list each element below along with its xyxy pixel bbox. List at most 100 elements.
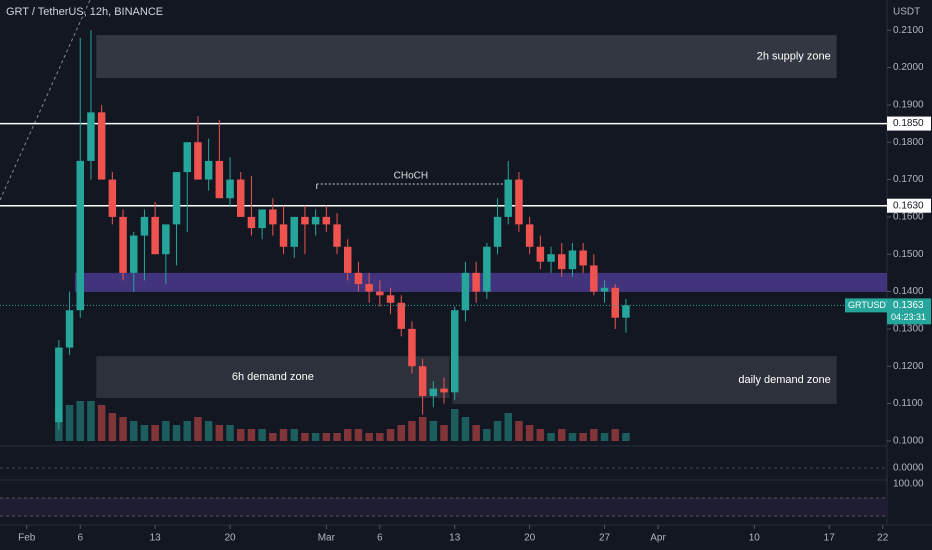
volume-bar <box>119 417 127 441</box>
volume-bar <box>557 429 566 441</box>
y-tick-label: 0.1300 <box>893 324 924 335</box>
volume-bar <box>140 425 149 441</box>
volume-bar <box>579 433 587 441</box>
zone <box>96 35 837 79</box>
candle-body <box>376 291 384 296</box>
candle-body <box>215 160 224 199</box>
volume-bar <box>525 425 534 441</box>
y-tick-label: 0.2100 <box>893 25 924 36</box>
y-tick-label: 0.2000 <box>893 62 924 73</box>
candle-body <box>333 224 341 247</box>
volume-bar <box>311 433 320 441</box>
y-tick-label: 0.1200 <box>893 361 924 372</box>
level-label: 0.1850 <box>893 118 924 129</box>
candle-body <box>579 250 587 266</box>
chart-title: GRT / TetherUS, 12h, BINANCE <box>6 6 163 18</box>
x-tick-label: 20 <box>224 533 236 544</box>
candle-body <box>258 209 266 229</box>
volume-bar <box>247 429 256 441</box>
volume-bar <box>215 425 224 441</box>
volume-bar <box>418 417 427 441</box>
candle-body <box>397 302 405 329</box>
candle-body <box>408 328 416 367</box>
volume-bar <box>343 429 352 441</box>
volume-bar <box>87 401 95 441</box>
macd-label: 0.0000 <box>893 463 924 474</box>
zone-label: 2h supply zone <box>757 50 831 62</box>
volume-bar <box>65 405 74 441</box>
volume-bar <box>397 425 405 441</box>
y-tick-label: 0.1500 <box>893 249 924 260</box>
x-tick-label: 6 <box>77 533 83 544</box>
y-tick-label: 0.1700 <box>893 174 924 185</box>
price-box <box>887 298 931 325</box>
volume-bar <box>194 417 202 441</box>
candle-body <box>108 179 117 217</box>
x-tick-label: 27 <box>599 533 611 544</box>
candle-body <box>472 272 480 292</box>
volume-bar <box>365 433 373 441</box>
rsi-band <box>0 498 887 516</box>
volume-bar <box>536 429 545 441</box>
candle-body <box>322 216 331 225</box>
candle-body <box>76 160 84 311</box>
candle-body <box>140 216 149 236</box>
candle-body <box>590 265 598 292</box>
level-label-box <box>887 116 931 131</box>
volume-bar <box>590 429 598 441</box>
candle-body <box>204 160 213 180</box>
volume-bar <box>172 425 181 441</box>
countdown: 04:23:31 <box>891 312 926 322</box>
volume-bar <box>472 425 480 441</box>
volume-bar <box>108 413 117 441</box>
volume-bar <box>279 429 288 441</box>
y-axis-label: USDT <box>893 7 920 18</box>
candle-body <box>504 179 512 217</box>
volume-bar <box>461 417 470 441</box>
x-tick-label: Feb <box>18 533 36 544</box>
candle-body <box>622 305 630 318</box>
volume-bar <box>376 433 384 441</box>
y-tick-label: 0.1000 <box>893 436 924 447</box>
volume-bar <box>162 421 170 441</box>
candle-body <box>172 172 181 225</box>
y-tick-label: 0.1900 <box>893 100 924 111</box>
volume-bar <box>622 433 630 441</box>
candle-body <box>97 112 106 180</box>
candle-body <box>119 216 127 273</box>
x-tick-label: Mar <box>318 533 336 544</box>
x-tick-label: 6 <box>377 533 383 544</box>
volume-bar <box>183 421 191 441</box>
x-tick-label: 17 <box>824 533 836 544</box>
candle-body <box>301 216 309 225</box>
candle-body <box>151 216 159 255</box>
candle-body <box>87 112 95 161</box>
y-tick-label: 0.1600 <box>893 212 924 223</box>
level-label-box <box>887 198 931 213</box>
candle-body <box>547 254 555 262</box>
x-tick-label: 13 <box>150 533 162 544</box>
candle-body <box>194 142 202 180</box>
volume-bar <box>450 409 459 441</box>
volume-bar <box>354 429 363 441</box>
symbol-box <box>845 298 887 313</box>
candle-body <box>290 216 298 247</box>
candle-body <box>525 224 534 247</box>
x-tick-label: Apr <box>650 533 666 544</box>
volume-bar <box>130 421 138 441</box>
volume-bar <box>76 401 84 441</box>
zone <box>452 356 837 404</box>
zone-label: 6h demand zone <box>232 371 314 383</box>
volume-bar <box>600 433 609 441</box>
volume-bar <box>226 425 234 441</box>
candle-body <box>226 179 234 199</box>
volume-bar <box>97 405 106 441</box>
candle-body <box>418 366 427 397</box>
candle-body <box>600 287 609 292</box>
volume-bar <box>269 433 277 441</box>
volume-bar <box>547 433 555 441</box>
candle-body <box>311 216 320 225</box>
candle-body <box>611 287 619 318</box>
volume-bar <box>204 421 213 441</box>
